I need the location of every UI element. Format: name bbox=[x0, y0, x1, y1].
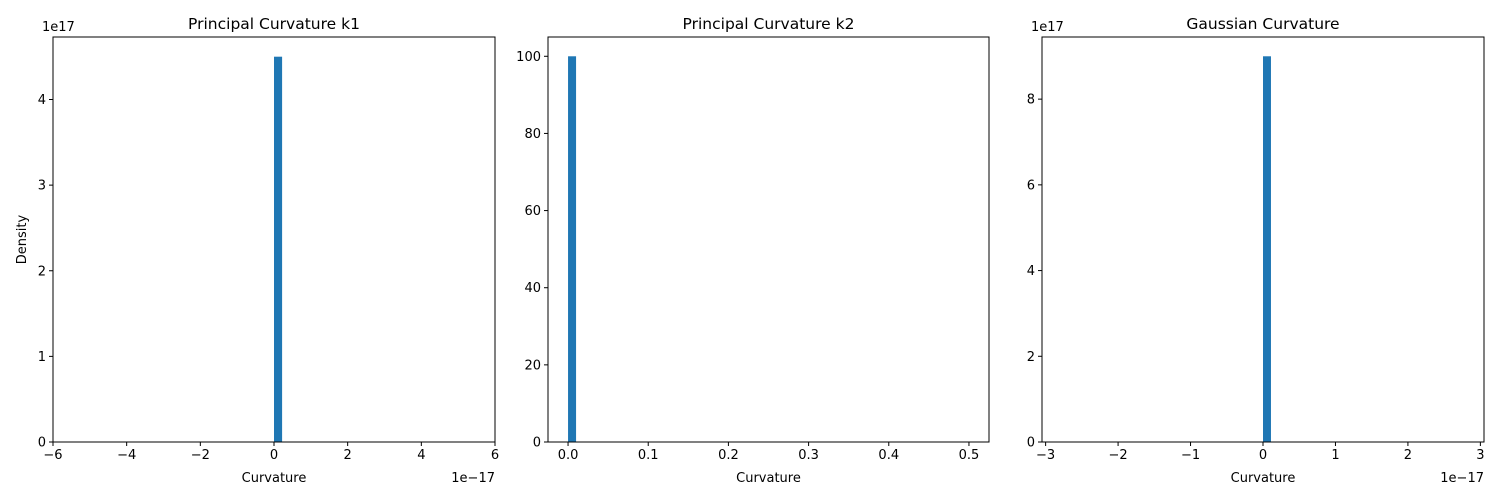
chart-panel-1: −6 −4 −2 0 2 4 6 0 1 2 3 4 Principal Curvature k1 Cur… bbox=[15, 15, 499, 486]
x-tick-label: 2 bbox=[344, 448, 352, 463]
y-tick-label: 4 bbox=[38, 93, 46, 108]
x-tick-label: 2 bbox=[1404, 448, 1412, 463]
chart-panel-2: 0.0 0.1 0.2 0.3 0.4 0.5 0 20 40 60 80 100 Principal … bbox=[516, 15, 990, 486]
x-tick-label: 0 bbox=[270, 448, 278, 463]
chart-title: Gaussian Curvature bbox=[1186, 15, 1339, 33]
y-tick-label: 100 bbox=[516, 50, 541, 65]
x-tick-label: −2 bbox=[191, 448, 210, 463]
y-axis-label: Density bbox=[15, 214, 30, 264]
x-tick-label: 0.0 bbox=[558, 448, 579, 463]
x-tick-label: 6 bbox=[491, 448, 499, 463]
y-tick-label: 20 bbox=[524, 358, 541, 373]
axes-frame bbox=[547, 36, 990, 443]
y-tick-label: 4 bbox=[1027, 264, 1035, 279]
chart-panel-3: −3 −2 −1 0 1 2 3 0 2 4 6 8 Gaussian Curvature Curvatu… bbox=[1027, 15, 1485, 486]
chart-title: Principal Curvature k2 bbox=[683, 15, 855, 33]
x-tick-label: 4 bbox=[417, 448, 425, 463]
x-offset-label: 1e−17 bbox=[451, 471, 495, 486]
y-tick-label: 40 bbox=[524, 281, 541, 296]
y-tick-label: 0 bbox=[533, 436, 541, 451]
x-tick-label: 3 bbox=[1476, 448, 1484, 463]
x-tick-label: 0.1 bbox=[638, 448, 659, 463]
histogram-bar bbox=[568, 56, 577, 443]
histogram-bar bbox=[1263, 56, 1271, 443]
histogram-bar bbox=[274, 56, 283, 442]
x-tick-label: 0.5 bbox=[959, 448, 980, 463]
y-offset-label: 1e17 bbox=[1031, 20, 1064, 35]
x-tick-label: 0.3 bbox=[798, 448, 819, 463]
x-axis-label: Curvature bbox=[1231, 471, 1296, 486]
x-axis-label: Curvature bbox=[242, 471, 307, 486]
y-offset-label: 1e17 bbox=[42, 20, 75, 35]
chart-title: Principal Curvature k1 bbox=[188, 15, 360, 33]
x-tick-label: 0.4 bbox=[878, 448, 899, 463]
y-tick-label: 6 bbox=[1027, 178, 1035, 193]
y-tick-label: 3 bbox=[38, 179, 46, 194]
x-tick-label: 1 bbox=[1331, 448, 1339, 463]
y-tick-label: 2 bbox=[1027, 350, 1035, 365]
x-tick-label: −1 bbox=[1181, 448, 1200, 463]
x-tick-label: −3 bbox=[1036, 448, 1055, 463]
y-tick-label: 8 bbox=[1027, 93, 1035, 108]
x-tick-label: −2 bbox=[1108, 448, 1127, 463]
y-tick-label: 60 bbox=[524, 204, 541, 219]
y-tick-label: 1 bbox=[38, 350, 46, 365]
x-offset-label: 1e−17 bbox=[1440, 471, 1484, 486]
y-tick-label: 0 bbox=[1027, 436, 1035, 451]
x-tick-label: −4 bbox=[117, 448, 136, 463]
y-tick-label: 80 bbox=[524, 127, 541, 142]
x-axis-label: Curvature bbox=[736, 471, 801, 486]
x-tick-label: 0.2 bbox=[718, 448, 739, 463]
x-tick-label: 0 bbox=[1259, 448, 1267, 463]
x-tick-label: −6 bbox=[43, 448, 62, 463]
y-tick-label: 2 bbox=[38, 264, 46, 279]
y-tick-label: 0 bbox=[38, 436, 46, 451]
